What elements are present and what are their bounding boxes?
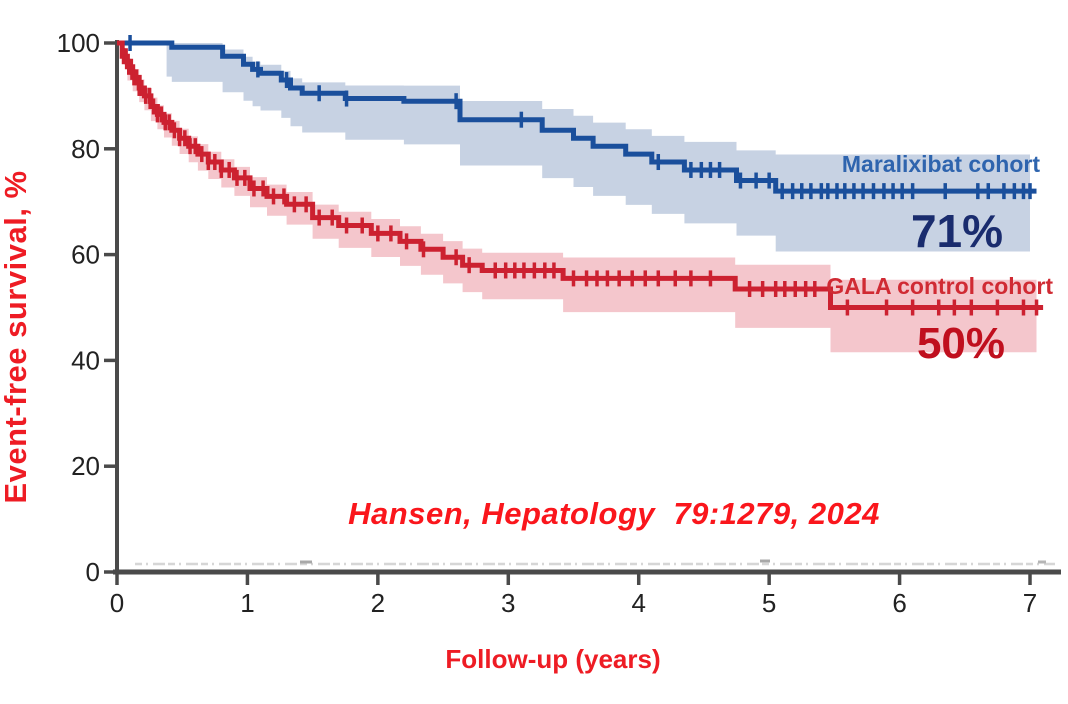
citation-annotation: Hansen, Hepatology 79:1279, 2024 [348, 496, 880, 531]
confidence-band-gala_control [127, 58, 1037, 353]
y-axis-title: Event-free survival, % [0, 170, 33, 503]
x-tick-label-2: 2 [371, 588, 385, 618]
x-tick-label-4: 4 [631, 588, 645, 618]
axis-ticks: 0 1 2 3 4 5 6 7 0 20 40 60 80 100 [57, 28, 1038, 618]
x-tick-label-1: 1 [240, 588, 254, 618]
censor-marks [121, 35, 1039, 316]
y-tick-label-0: 0 [86, 557, 100, 587]
x-tick-label-7: 7 [1023, 588, 1037, 618]
series-label-maralixibat: Maralixibat cohort [842, 151, 1040, 177]
y-tick-label-40: 40 [71, 345, 100, 375]
y-tick-label-60: 60 [71, 240, 100, 270]
censor-marks-gala_control [121, 48, 1039, 316]
y-tick-label-20: 20 [71, 451, 100, 481]
final-value-gala-control: 50% [917, 319, 1005, 368]
km-curve-maralixibat [117, 40, 1037, 194]
y-tick-label-80: 80 [71, 134, 100, 164]
axes [113, 40, 1061, 575]
series-label-gala-control: GALA control cohort [826, 273, 1053, 299]
x-axis-title: Follow-up (years) [445, 644, 660, 674]
smudge-artifact [135, 559, 1055, 566]
censor-marks-maralixibat [128, 35, 1032, 200]
x-tick-label-0: 0 [110, 588, 124, 618]
x-tick-label-6: 6 [892, 588, 906, 618]
y-tick-label-100: 100 [57, 28, 100, 58]
x-tick-label-5: 5 [762, 588, 776, 618]
final-value-maralixibat: 71% [911, 205, 1003, 257]
x-tick-label-3: 3 [501, 588, 515, 618]
